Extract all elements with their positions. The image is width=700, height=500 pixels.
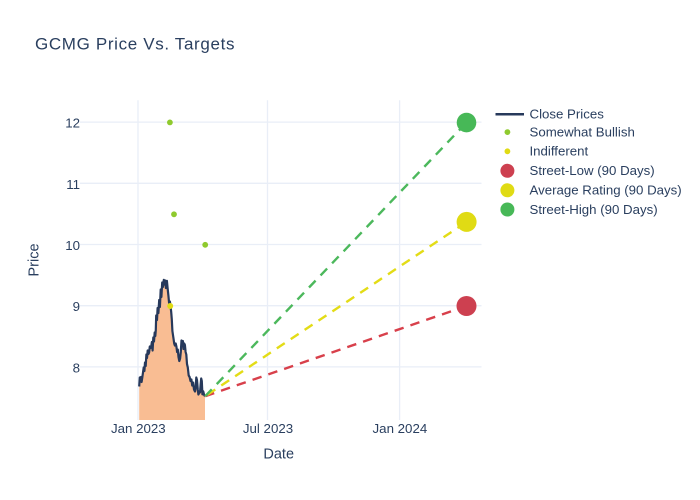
svg-text:11: 11 <box>66 177 80 192</box>
svg-text:Close Prices: Close Prices <box>530 107 605 122</box>
svg-text:Street-High (90 Days): Street-High (90 Days) <box>530 202 658 217</box>
svg-text:Street-Low (90 Days): Street-Low (90 Days) <box>530 163 655 178</box>
svg-text:10: 10 <box>65 238 80 253</box>
svg-text:Price: Price <box>27 243 43 276</box>
svg-text:8: 8 <box>73 360 80 375</box>
svg-text:Somewhat Bullish: Somewhat Bullish <box>530 124 635 139</box>
svg-text:GCMG Price Vs. Targets: GCMG Price Vs. Targets <box>35 34 235 53</box>
svg-text:12: 12 <box>65 116 80 131</box>
svg-text:Jan 2023: Jan 2023 <box>111 421 166 436</box>
svg-text:9: 9 <box>73 299 80 314</box>
svg-text:Jul 2023: Jul 2023 <box>243 421 293 436</box>
svg-text:Date: Date <box>263 446 294 462</box>
svg-text:Jan 2024: Jan 2024 <box>373 421 428 436</box>
svg-text:Average Rating (90 Days): Average Rating (90 Days) <box>530 183 682 198</box>
svg-text:Indifferent: Indifferent <box>530 144 589 159</box>
